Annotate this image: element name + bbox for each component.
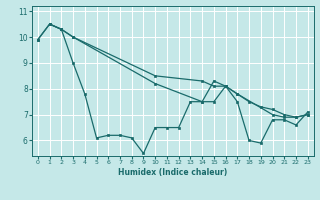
X-axis label: Humidex (Indice chaleur): Humidex (Indice chaleur) — [118, 168, 228, 177]
